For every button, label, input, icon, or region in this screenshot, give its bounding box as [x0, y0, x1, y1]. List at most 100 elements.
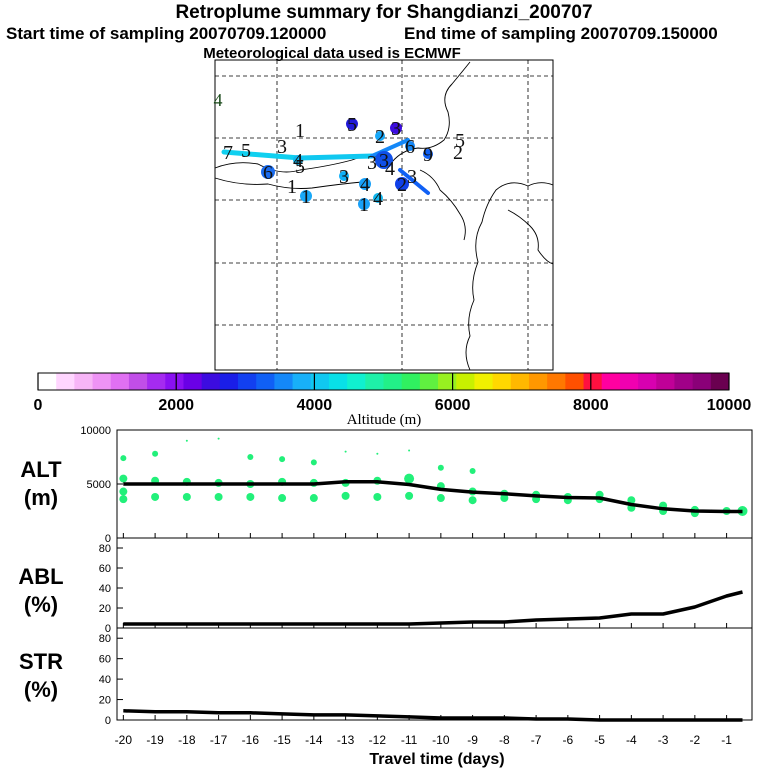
alt-panel: 0 5000 10000 — [80, 425, 753, 545]
cluster-point — [627, 496, 636, 505]
colorbar-cell — [256, 373, 275, 390]
cluster-marker — [390, 122, 402, 134]
cluster-point — [309, 494, 318, 503]
cluster-marker — [339, 171, 349, 181]
cluster-point — [217, 437, 220, 440]
cluster-point — [119, 474, 128, 483]
cluster-label: 2 — [375, 126, 385, 148]
cluster-marker — [346, 118, 358, 130]
colorbar-cells — [37, 372, 730, 391]
colorbar-cell — [92, 373, 112, 390]
x-tick-label: -13 — [337, 733, 355, 747]
str-axis-title-text: STR (%) — [19, 649, 63, 702]
colorbar-cell — [401, 373, 421, 390]
cluster-label: 5 — [241, 140, 251, 162]
colorbar-cell — [201, 373, 221, 390]
cluster-point — [278, 494, 287, 503]
cluster-point — [468, 496, 477, 505]
series-line — [123, 590, 743, 626]
cluster-label: 1 — [359, 194, 369, 216]
cluster-point — [404, 473, 415, 484]
cluster-label: 4 — [373, 188, 383, 210]
cluster-point — [436, 494, 445, 503]
x-tick-label: -17 — [210, 733, 228, 747]
x-tick-label: -3 — [658, 733, 669, 747]
colorbar-cell — [274, 373, 293, 390]
y-tick-label: 40 — [99, 674, 111, 686]
cluster-label: 2 — [453, 142, 463, 164]
cluster-label: 3 — [391, 118, 401, 140]
cluster-point — [437, 464, 444, 471]
colorbar-cell — [56, 373, 75, 390]
colorbar-cell — [38, 373, 57, 390]
x-tick-label: -6 — [563, 733, 574, 747]
y-tick-label: 60 — [99, 563, 111, 575]
x-tick-label: -14 — [305, 733, 323, 747]
colorbar-tick-label: 10000 — [707, 397, 752, 414]
panel-frame — [116, 627, 753, 721]
colorbar-cell — [692, 373, 712, 390]
colorbar-cell — [110, 373, 130, 390]
abl-axis-title: ABL (%) — [6, 563, 76, 619]
met-data-label: Meteorological data used is ECMWF — [203, 45, 461, 62]
cluster-label: 4 — [360, 174, 370, 196]
end-time-label: End time of sampling 20070709.150000 — [404, 24, 718, 43]
cluster-label: 3 — [367, 152, 377, 174]
x-tick-label: -19 — [146, 733, 164, 747]
cluster-label: 3 — [379, 150, 389, 172]
y-tick-label: 20 — [99, 603, 111, 615]
colorbar-tick-label: 6000 — [435, 397, 471, 414]
colorbar-cell — [619, 373, 639, 390]
colorbar-cell — [601, 373, 621, 390]
cluster-marker — [395, 177, 409, 191]
cluster-marker — [375, 151, 393, 169]
cluster-point — [185, 439, 188, 442]
colorbar-cell — [674, 373, 694, 390]
x-axis-title: Travel time (days) — [369, 751, 504, 768]
y-tick-label: 10000 — [80, 425, 111, 437]
colorbar-cell — [547, 373, 566, 390]
cluster-point — [279, 456, 286, 463]
colorbar-xlabel: Altitude (m) — [347, 412, 422, 428]
colorbar-cell — [147, 373, 166, 390]
y-tick-label: 0 — [105, 533, 111, 545]
cluster-point — [341, 491, 350, 500]
y-tick-label: 60 — [99, 654, 111, 666]
colorbar-cell — [328, 373, 348, 390]
cluster-point — [182, 492, 191, 501]
colorbar-cell — [128, 373, 148, 390]
cluster-label: 4 — [385, 158, 395, 180]
cluster-point — [119, 495, 128, 504]
colorbar-cell — [583, 373, 603, 390]
alt-axis-title-text: ALT (m) — [20, 457, 62, 510]
x-tick-label: -16 — [242, 733, 260, 747]
cluster-point — [373, 492, 382, 501]
colorbar-tick-label: 2000 — [158, 397, 194, 414]
colorbar-cell — [710, 373, 730, 390]
colorbar-tick-label: 8000 — [573, 397, 609, 414]
cluster-label: 5 — [295, 156, 305, 178]
series-line — [123, 709, 743, 722]
x-tick-label: -20 — [115, 733, 133, 747]
x-tick-label: -5 — [594, 733, 605, 747]
cluster-marker — [423, 149, 433, 159]
cluster-point — [408, 449, 411, 452]
x-tick-label: -11 — [401, 733, 418, 747]
colorbar-cell — [565, 373, 584, 390]
colorbar-cell — [347, 373, 366, 390]
x-tick-label: -18 — [178, 733, 196, 747]
colorbar-cell — [183, 373, 203, 390]
y-tick-label: 0 — [105, 623, 111, 635]
colorbar-cell — [474, 373, 494, 390]
x-tick-label: -4 — [626, 733, 637, 747]
cluster-point — [469, 468, 476, 475]
cluster-label: 1 — [301, 186, 311, 208]
cluster-label: 6 — [263, 162, 273, 184]
x-tick-label: -2 — [690, 733, 701, 747]
cluster-marker — [405, 141, 415, 151]
cluster-label: 4 — [293, 150, 303, 172]
str-axis-title: STR (%) — [6, 648, 76, 704]
x-tick-label: -1 — [721, 733, 732, 747]
